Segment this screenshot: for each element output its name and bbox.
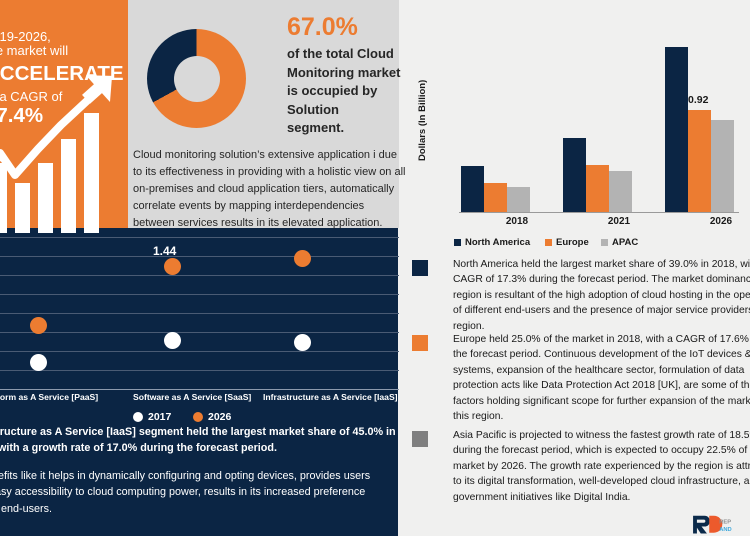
svg-text:AND: AND bbox=[719, 527, 731, 533]
svg-text:REP: REP bbox=[719, 519, 731, 525]
